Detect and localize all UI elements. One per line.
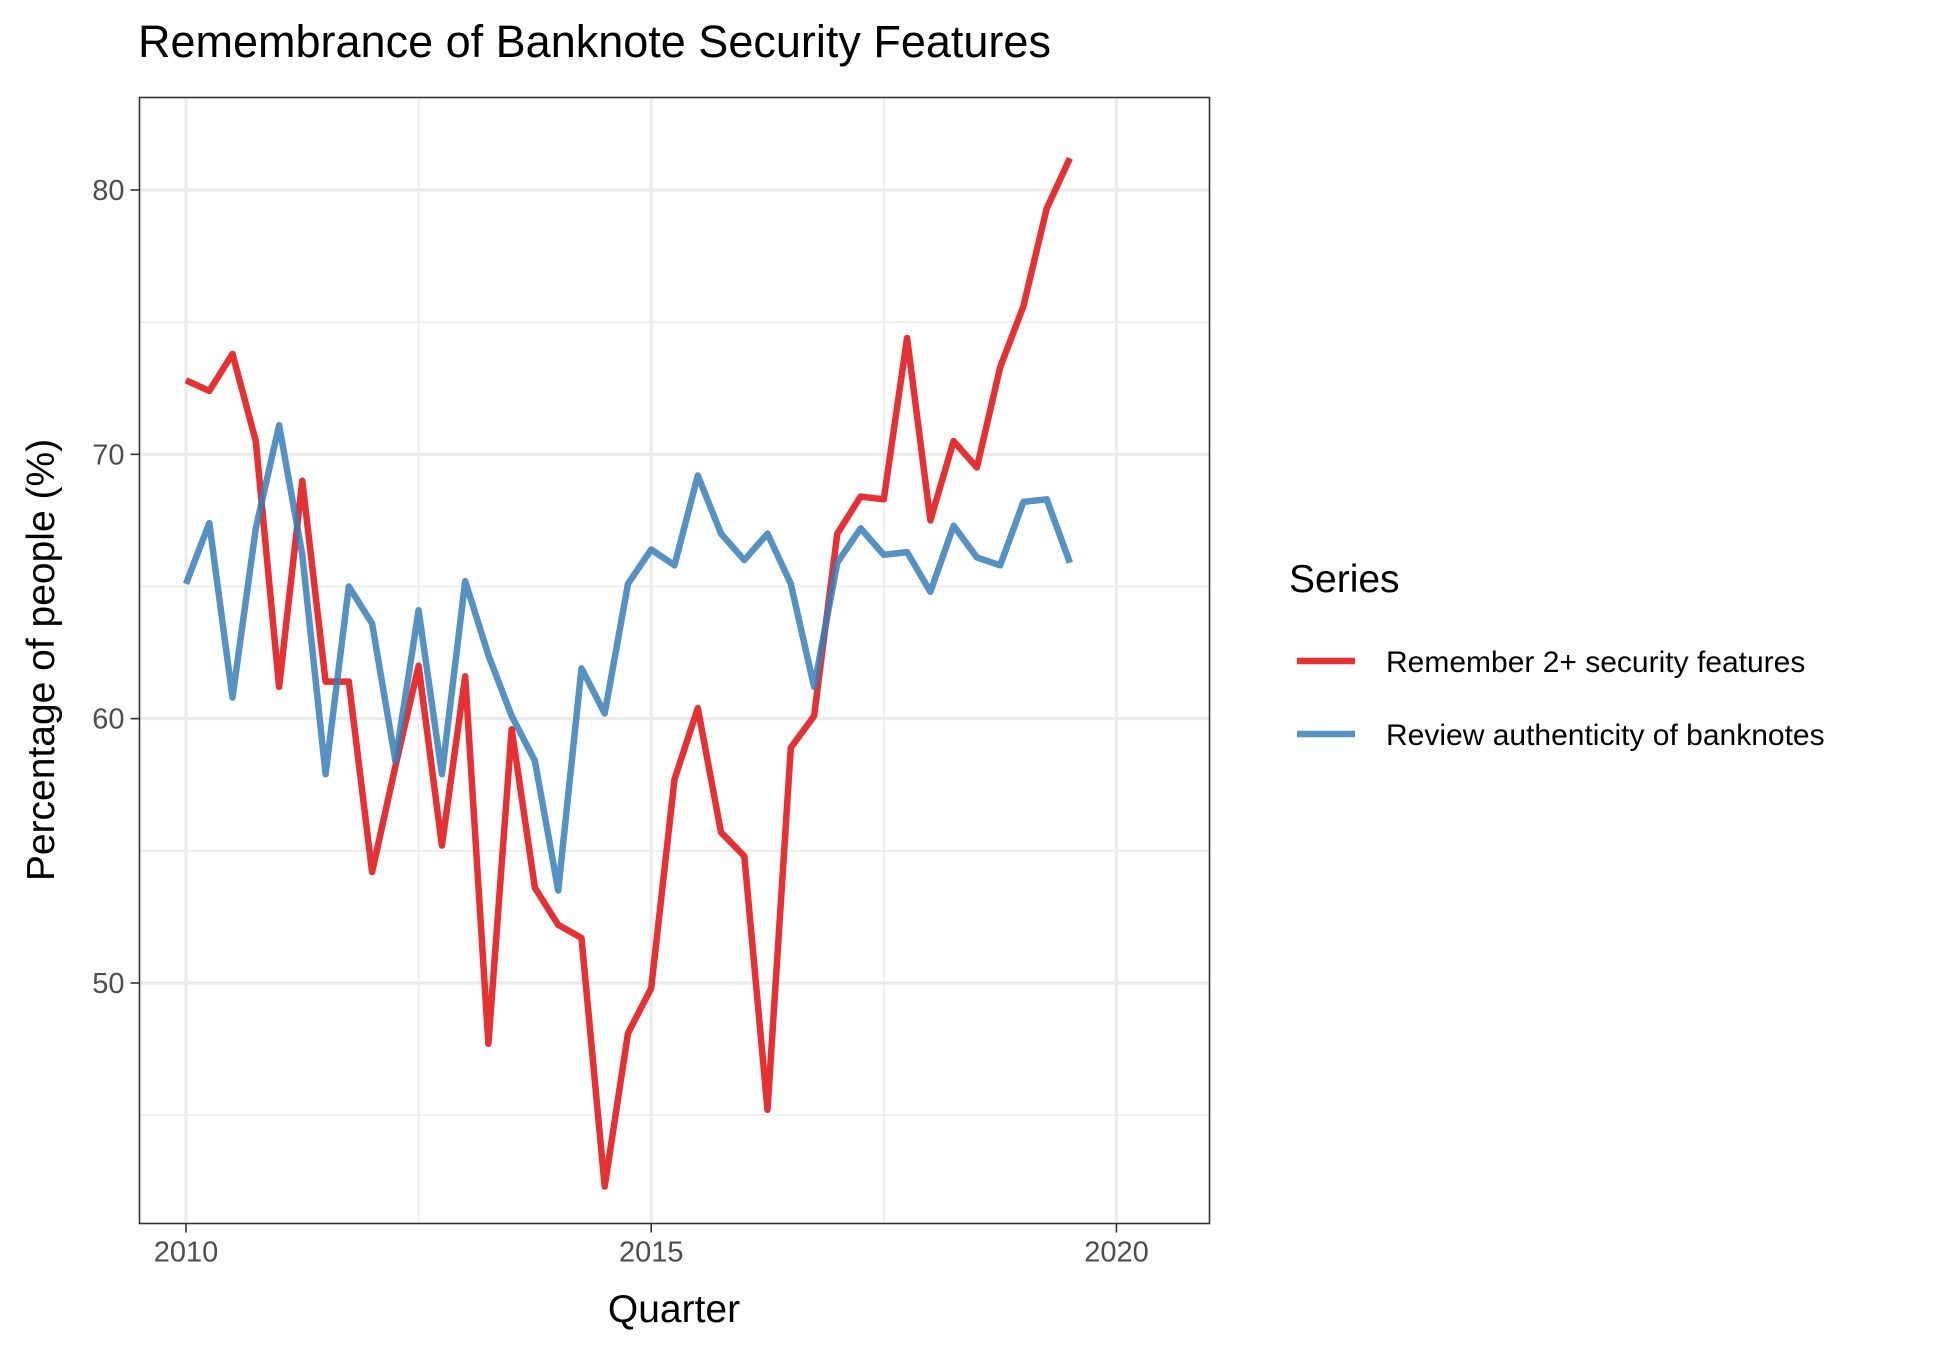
legend-item-remember: Remember 2+ security features [1297,646,1805,679]
legend-title: Series [1289,558,1400,601]
y-tick-label: 80 [92,175,124,207]
plot-panel [138,96,1211,1225]
legend-label-remember: Remember 2+ security features [1386,646,1805,679]
legend: Series Remember 2+ security features Rev… [1289,558,1825,752]
series-lines [182,156,1073,1190]
x-axis: 2010 2015 2020 [154,1223,1149,1269]
x-axis-title: Quarter [608,1288,740,1331]
panel-border [138,96,1211,1225]
x-tick-label: 2020 [1084,1237,1149,1269]
legend-label-review: Review authenticity of banknotes [1386,719,1825,752]
y-axis: 50 60 70 80 [92,175,140,1000]
x-tick-label: 2010 [154,1237,219,1269]
chart-title: Remembrance of Banknote Security Feature… [138,16,1051,67]
y-tick-label: 50 [92,968,124,1000]
series-line-review [182,422,1073,894]
minor-gridlines [139,97,1210,1224]
x-tick-label: 2015 [619,1237,684,1269]
series-line-remember [184,156,1073,1190]
y-axis-title: Percentage of people (%) [20,439,63,881]
legend-item-review: Review authenticity of banknotes [1297,719,1825,752]
y-tick-label: 70 [92,439,124,471]
y-tick-label: 60 [92,704,124,736]
major-gridlines [139,97,1210,1224]
